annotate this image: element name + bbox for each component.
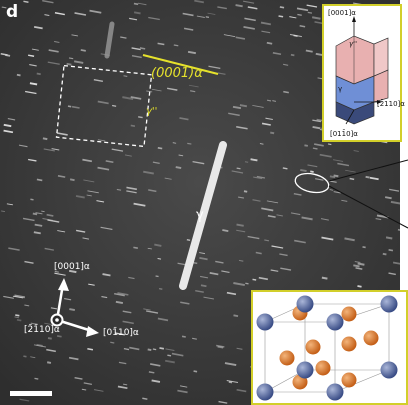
gamma-rod <box>179 141 227 290</box>
atom-orange <box>341 306 357 322</box>
atom-blue <box>256 383 274 401</box>
panel-letter: d <box>6 2 19 22</box>
gamma-label: γ <box>196 208 204 223</box>
inset-axis-bottom: [011̄0]α <box>330 130 358 138</box>
atom-blue <box>256 313 274 331</box>
arrow-right-head <box>86 326 99 337</box>
atom-blue <box>296 295 314 313</box>
atom-blue <box>380 361 398 379</box>
inset-gpp-label: γ'' <box>349 40 357 48</box>
plane-trace-line <box>142 54 219 75</box>
axis-up-label: [0001]α <box>54 262 90 272</box>
crystal-structure-inset <box>251 290 408 405</box>
atom-orange <box>363 330 379 346</box>
atom-blue <box>326 313 344 331</box>
axis-right-label: [01̄10]α <box>103 328 139 338</box>
inset-axis-right: [2̄110]α <box>377 100 405 108</box>
inset-axis-top: [0001]α <box>328 9 356 17</box>
region-ellipse <box>294 172 330 194</box>
gpp-label: γ'' <box>146 106 158 117</box>
unit-cell-diagram <box>256 295 398 401</box>
dashed-region-box <box>55 64 153 148</box>
atom-orange <box>279 350 295 366</box>
atom-orange <box>341 336 357 352</box>
atom-blue <box>380 295 398 313</box>
atom-blue <box>326 383 344 401</box>
prism-schematic <box>335 16 389 125</box>
orientation-inset: [0001]α [2̄110]α [011̄0]α γ'' γ <box>322 4 405 142</box>
faint-rod <box>104 21 115 59</box>
inset-gamma-label: γ <box>338 85 343 93</box>
arrow-up-head <box>58 278 69 291</box>
atom-orange <box>305 339 321 355</box>
atom-blue <box>296 361 314 379</box>
scale-bar <box>10 391 52 396</box>
axis-out-label: [2̄1̄10]α <box>24 325 60 335</box>
atoms <box>256 295 398 401</box>
atom-orange <box>341 372 357 388</box>
plane-label: (0001)α <box>151 66 203 81</box>
atom-orange <box>315 360 331 376</box>
